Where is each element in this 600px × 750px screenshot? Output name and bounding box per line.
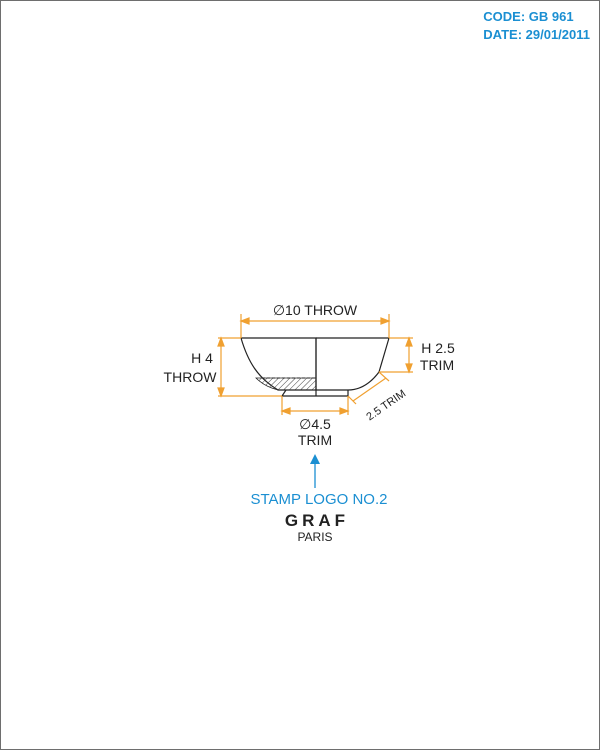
brand-logo: GRAF xyxy=(285,511,349,530)
bottom-diameter-label-1: ∅4.5 xyxy=(299,416,331,432)
brand-city: PARIS xyxy=(297,530,332,544)
left-height-label-2: THROW xyxy=(164,369,218,385)
slant-trim-label: 2.5 TRIM xyxy=(364,388,408,424)
outer-profile xyxy=(316,337,390,391)
code-label: CODE: GB 961 xyxy=(483,9,574,24)
right-height-label-1: H 2.5 xyxy=(421,340,455,356)
left-height-label-1: H 4 xyxy=(191,350,213,366)
date-label: DATE: 29/01/2011 xyxy=(483,27,590,42)
stamp-logo-label: STAMP LOGO NO.2 xyxy=(251,491,388,508)
dimension-lines xyxy=(217,314,413,415)
stamp-arrow-head xyxy=(310,454,320,464)
right-height-label-2: TRIM xyxy=(420,357,454,373)
part-profile xyxy=(240,337,390,397)
section-hatch xyxy=(255,377,317,391)
bottom-diameter-label-2: TRIM xyxy=(298,432,332,448)
top-diameter-label: ∅10 THROW xyxy=(273,302,358,318)
title-block: CODE: GB 961 DATE: 29/01/2011 xyxy=(483,8,590,44)
trim-rim xyxy=(280,389,349,397)
